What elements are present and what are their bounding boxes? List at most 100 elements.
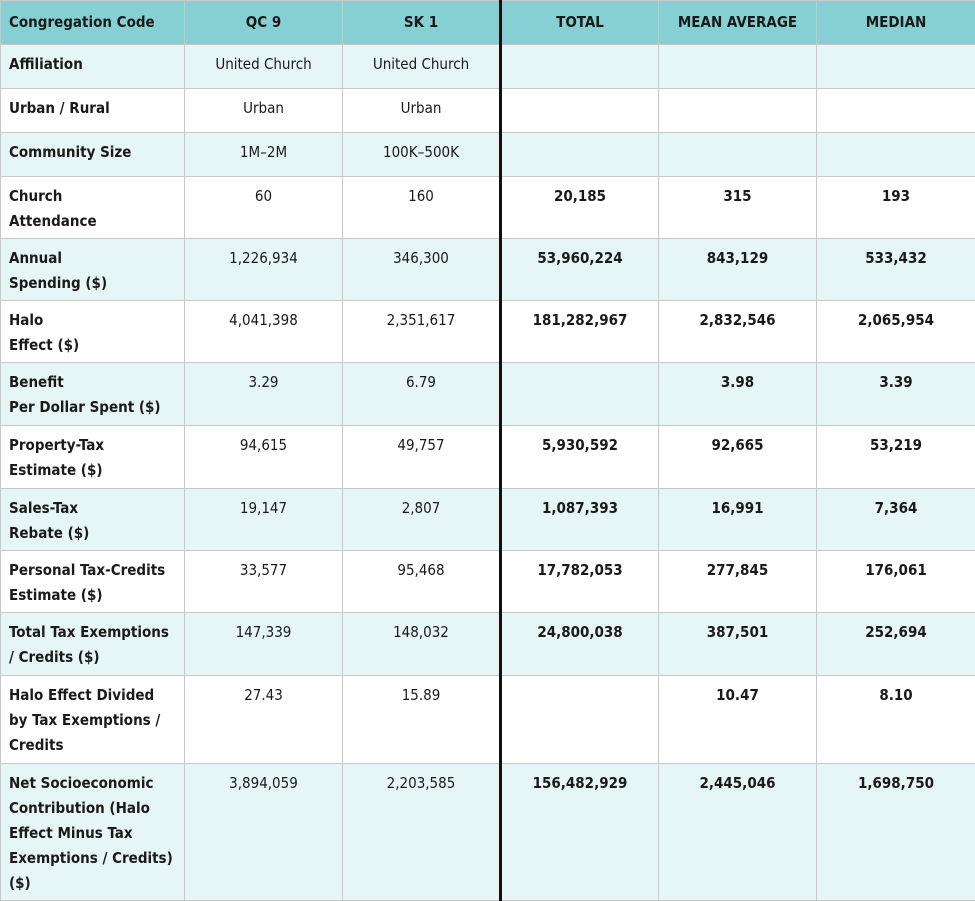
cell: 19,147 xyxy=(185,489,343,551)
empty-cell xyxy=(501,676,659,764)
empty-cell xyxy=(817,89,975,133)
cell: 15.89 xyxy=(343,676,501,764)
row-label: Urban / Rural xyxy=(1,89,185,133)
cell: 7,364 xyxy=(817,489,975,551)
cell: 3.29 xyxy=(185,363,343,426)
cell: 277,845 xyxy=(659,551,817,613)
empty-cell xyxy=(817,133,975,177)
cell: 49,757 xyxy=(343,426,501,489)
column-header: Congregation Code xyxy=(1,1,185,45)
row-label: Total Tax Exemptions / Credits ($) xyxy=(1,613,185,676)
table-row: Total Tax Exemptions / Credits ($)147,33… xyxy=(1,613,975,676)
column-header: MEDIAN xyxy=(817,1,975,45)
empty-cell xyxy=(501,45,659,89)
cell: 156,482,929 xyxy=(501,764,659,901)
row-label: Halo Effect ($) xyxy=(1,301,185,363)
table-row: Net Socioeconomic Contribution (Halo Eff… xyxy=(1,764,975,901)
empty-cell xyxy=(659,133,817,177)
cell: 95,468 xyxy=(343,551,501,613)
row-label: Community Size xyxy=(1,133,185,177)
cell: 2,203,585 xyxy=(343,764,501,901)
row-label: Church Attendance xyxy=(1,177,185,239)
row-label: Net Socioeconomic Contribution (Halo Eff… xyxy=(1,764,185,901)
cell: 533,432 xyxy=(817,239,975,301)
cell: 176,061 xyxy=(817,551,975,613)
cell: 33,577 xyxy=(185,551,343,613)
cell: 2,807 xyxy=(343,489,501,551)
cell: United Church xyxy=(185,45,343,89)
cell: 1M–2M xyxy=(185,133,343,177)
row-label: Property-Tax Estimate ($) xyxy=(1,426,185,489)
cell: 3,894,059 xyxy=(185,764,343,901)
cell: 6.79 xyxy=(343,363,501,426)
empty-cell xyxy=(659,45,817,89)
cell: 94,615 xyxy=(185,426,343,489)
cell: 2,832,546 xyxy=(659,301,817,363)
cell: 315 xyxy=(659,177,817,239)
cell: 16,991 xyxy=(659,489,817,551)
cell: 5,930,592 xyxy=(501,426,659,489)
cell: Urban xyxy=(185,89,343,133)
cell: 4,041,398 xyxy=(185,301,343,363)
empty-cell xyxy=(659,89,817,133)
empty-cell xyxy=(501,133,659,177)
cell: 2,351,617 xyxy=(343,301,501,363)
cell: 17,782,053 xyxy=(501,551,659,613)
cell: 148,032 xyxy=(343,613,501,676)
row-label: Affiliation xyxy=(1,45,185,89)
cell: 53,219 xyxy=(817,426,975,489)
cell: 3.98 xyxy=(659,363,817,426)
row-label: Annual Spending ($) xyxy=(1,239,185,301)
row-label: Personal Tax-Credits Estimate ($) xyxy=(1,551,185,613)
row-label: Halo Effect Divided by Tax Exemptions / … xyxy=(1,676,185,764)
cell: 24,800,038 xyxy=(501,613,659,676)
cell: 147,339 xyxy=(185,613,343,676)
cell: 252,694 xyxy=(817,613,975,676)
empty-cell xyxy=(501,89,659,133)
cell: 843,129 xyxy=(659,239,817,301)
cell: 53,960,224 xyxy=(501,239,659,301)
cell: 193 xyxy=(817,177,975,239)
cell: 1,087,393 xyxy=(501,489,659,551)
cell: 10.47 xyxy=(659,676,817,764)
cell: 160 xyxy=(343,177,501,239)
cell: 1,698,750 xyxy=(817,764,975,901)
cell: 20,185 xyxy=(501,177,659,239)
empty-cell xyxy=(817,45,975,89)
cell: 181,282,967 xyxy=(501,301,659,363)
empty-cell xyxy=(501,363,659,426)
cell: 2,065,954 xyxy=(817,301,975,363)
cell: 60 xyxy=(185,177,343,239)
cell: 2,445,046 xyxy=(659,764,817,901)
column-header: SK 1 xyxy=(343,1,501,45)
cell: 27.43 xyxy=(185,676,343,764)
cell: 3.39 xyxy=(817,363,975,426)
cell: 387,501 xyxy=(659,613,817,676)
cell: United Church xyxy=(343,45,501,89)
row-label: Benefit Per Dollar Spent ($) xyxy=(1,363,185,426)
cell: 92,665 xyxy=(659,426,817,489)
column-header: TOTAL xyxy=(501,1,659,45)
column-header: MEAN AVERAGE xyxy=(659,1,817,45)
cell: 100K–500K xyxy=(343,133,501,177)
cell: 346,300 xyxy=(343,239,501,301)
row-label: Sales-Tax Rebate ($) xyxy=(1,489,185,551)
cell: Urban xyxy=(343,89,501,133)
cell: 1,226,934 xyxy=(185,239,343,301)
column-header: QC 9 xyxy=(185,1,343,45)
table-row: Halo Effect Divided by Tax Exemptions / … xyxy=(1,676,975,764)
